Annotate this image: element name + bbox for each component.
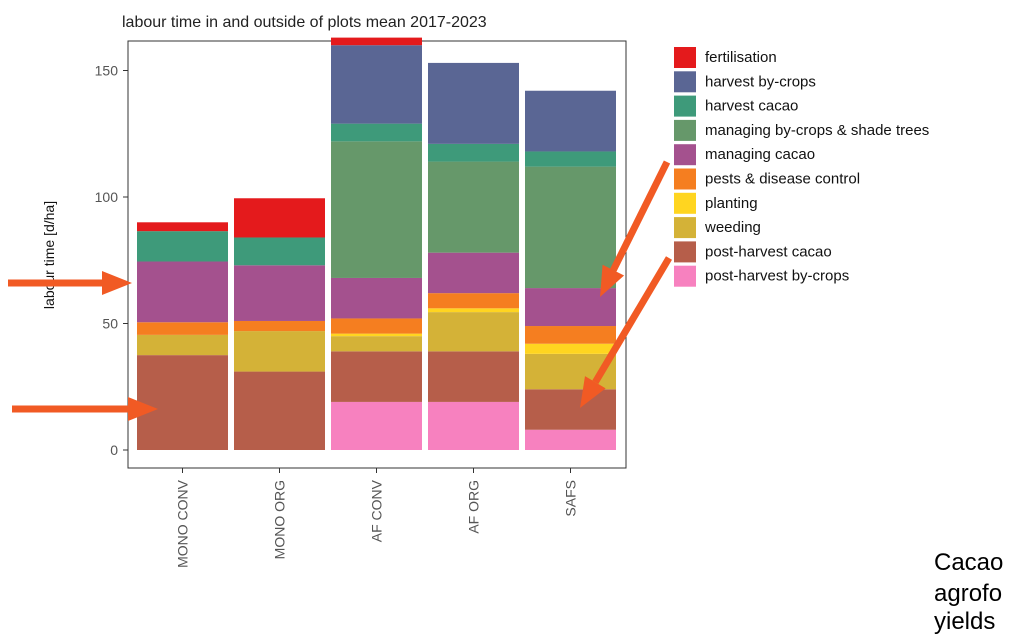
bar-af-conv-pests-and-disease-control <box>331 318 422 334</box>
chart-title: labour time in and outside of plots mean… <box>122 14 487 31</box>
legend-label-harvest-cacao: harvest cacao <box>705 98 798 115</box>
bar-af-org-harvest-cacao <box>428 143 519 162</box>
x-axis: MONO CONV MONO ORG AF CONV AF ORG SAFS <box>175 468 579 568</box>
bar-af-conv-post-harvest-cacao <box>331 351 422 402</box>
legend-swatch-harvest-by-crops <box>674 71 696 93</box>
arrow-managing-by-crops <box>600 160 671 297</box>
bar-af-conv-harvest-cacao <box>331 123 422 142</box>
bar-safs-planting <box>525 343 616 354</box>
legend-swatch-managing-cacao <box>674 144 696 166</box>
legend-swatch-planting <box>674 192 696 214</box>
x-tick-label-safs: SAFS <box>563 480 579 517</box>
legend-label-planting: planting <box>705 195 758 212</box>
bar-mono-conv-harvest-cacao <box>137 231 228 262</box>
bar-mono-org-post-harvest-cacao <box>234 371 325 450</box>
bar-mono-org-fertilisation <box>234 198 325 238</box>
y-tick-label: 0 <box>110 442 118 458</box>
bar-mono-org-weeding <box>234 331 325 372</box>
bar-mono-conv-post-harvest-cacao <box>137 355 228 450</box>
x-tick-label-af-conv: AF CONV <box>369 479 385 542</box>
bar-af-org-pests-and-disease-control <box>428 293 519 309</box>
legend-swatch-weeding <box>674 217 696 239</box>
annotation-arrows <box>8 160 673 421</box>
legend-label-post-harvest-cacao: post-harvest cacao <box>705 243 832 260</box>
bar-mono-org-harvest-cacao <box>234 237 325 266</box>
bar-af-org-post-harvest-by-crops <box>428 401 519 450</box>
legend-swatch-managing-by-crops-and-shade-trees <box>674 119 696 141</box>
bar-safs-pests-and-disease-control <box>525 326 616 344</box>
legend-swatch-harvest-cacao <box>674 95 696 117</box>
legend-swatch-post-harvest-by-crops <box>674 265 696 287</box>
x-tick-label-af-org: AF ORG <box>466 480 482 534</box>
bar-mono-conv-managing-cacao <box>137 261 228 323</box>
legend-label-weeding: weeding <box>704 219 761 236</box>
legend-label-managing-cacao: managing cacao <box>705 146 815 163</box>
bar-af-org-managing-by-crops-and-shade-trees <box>428 161 519 253</box>
bar-safs-post-harvest-by-crops <box>525 429 616 450</box>
bar-af-org-managing-cacao <box>428 252 519 294</box>
bar-safs-harvest-cacao <box>525 151 616 167</box>
bar-safs-harvest-by-crops <box>525 90 616 152</box>
bar-safs-managing-by-crops-and-shade-trees <box>525 166 616 289</box>
bar-mono-conv-weeding <box>137 334 228 356</box>
legend-label-pests-and-disease-control: pests & disease control <box>705 171 860 188</box>
bar-af-conv-fertilisation <box>331 37 422 46</box>
bar-af-conv-weeding <box>331 336 422 352</box>
side-text-line-2: agrofo <box>934 580 1003 607</box>
stacked-bar-chart: labour time in and outside of plots mean… <box>8 14 929 568</box>
y-tick-label: 150 <box>95 63 119 79</box>
bar-safs-post-harvest-cacao <box>525 389 616 430</box>
bar-af-org-harvest-by-crops <box>428 62 519 144</box>
arrow-post-harvest-cacao <box>12 397 158 421</box>
y-tick-label: 50 <box>102 316 118 332</box>
bar-af-org-planting <box>428 308 519 313</box>
x-tick-label-mono-conv: MONO CONV <box>175 479 191 568</box>
legend-swatch-pests-and-disease-control <box>674 168 696 190</box>
side-text-line-1: Cacao <box>934 549 1004 576</box>
y-tick-label: 100 <box>95 189 119 205</box>
bar-af-org-weeding <box>428 312 519 352</box>
legend-swatch-fertilisation <box>674 47 696 68</box>
bar-af-conv-post-harvest-by-crops <box>331 401 422 450</box>
arrow-post-harvest-safs <box>580 256 673 408</box>
x-tick-label-mono-org: MONO ORG <box>272 480 288 559</box>
bar-af-conv-managing-cacao <box>331 277 422 319</box>
legend-label-post-harvest-by-crops: post-harvest by-crops <box>705 268 849 285</box>
bar-mono-conv-fertilisation <box>137 222 228 232</box>
arrow-managing-cacao <box>8 271 132 295</box>
bar-mono-org-pests-and-disease-control <box>234 320 325 332</box>
legend-swatch-post-harvest-cacao <box>674 241 696 263</box>
legend-label-harvest-by-crops: harvest by-crops <box>705 73 816 90</box>
legend-label-fertilisation: fertilisation <box>705 49 777 66</box>
legend-label-managing-by-crops-and-shade-trees: managing by-crops & shade trees <box>705 122 929 139</box>
side-text-line-3: yields <box>934 608 996 635</box>
bar-af-conv-harvest-by-crops <box>331 45 422 124</box>
bar-af-org-post-harvest-cacao <box>428 351 519 402</box>
bar-mono-org-managing-cacao <box>234 265 325 321</box>
bar-mono-conv-pests-and-disease-control <box>137 322 228 335</box>
bar-af-conv-planting <box>331 333 422 337</box>
bar-af-conv-managing-by-crops-and-shade-trees <box>331 141 422 278</box>
bars-group <box>137 37 616 450</box>
legend: fertilisation harvest by-crops harvest cac… <box>674 47 929 287</box>
y-axis: 0 50 100 150 <box>95 63 128 458</box>
y-axis-label: labour time [d/ha] <box>41 201 57 309</box>
